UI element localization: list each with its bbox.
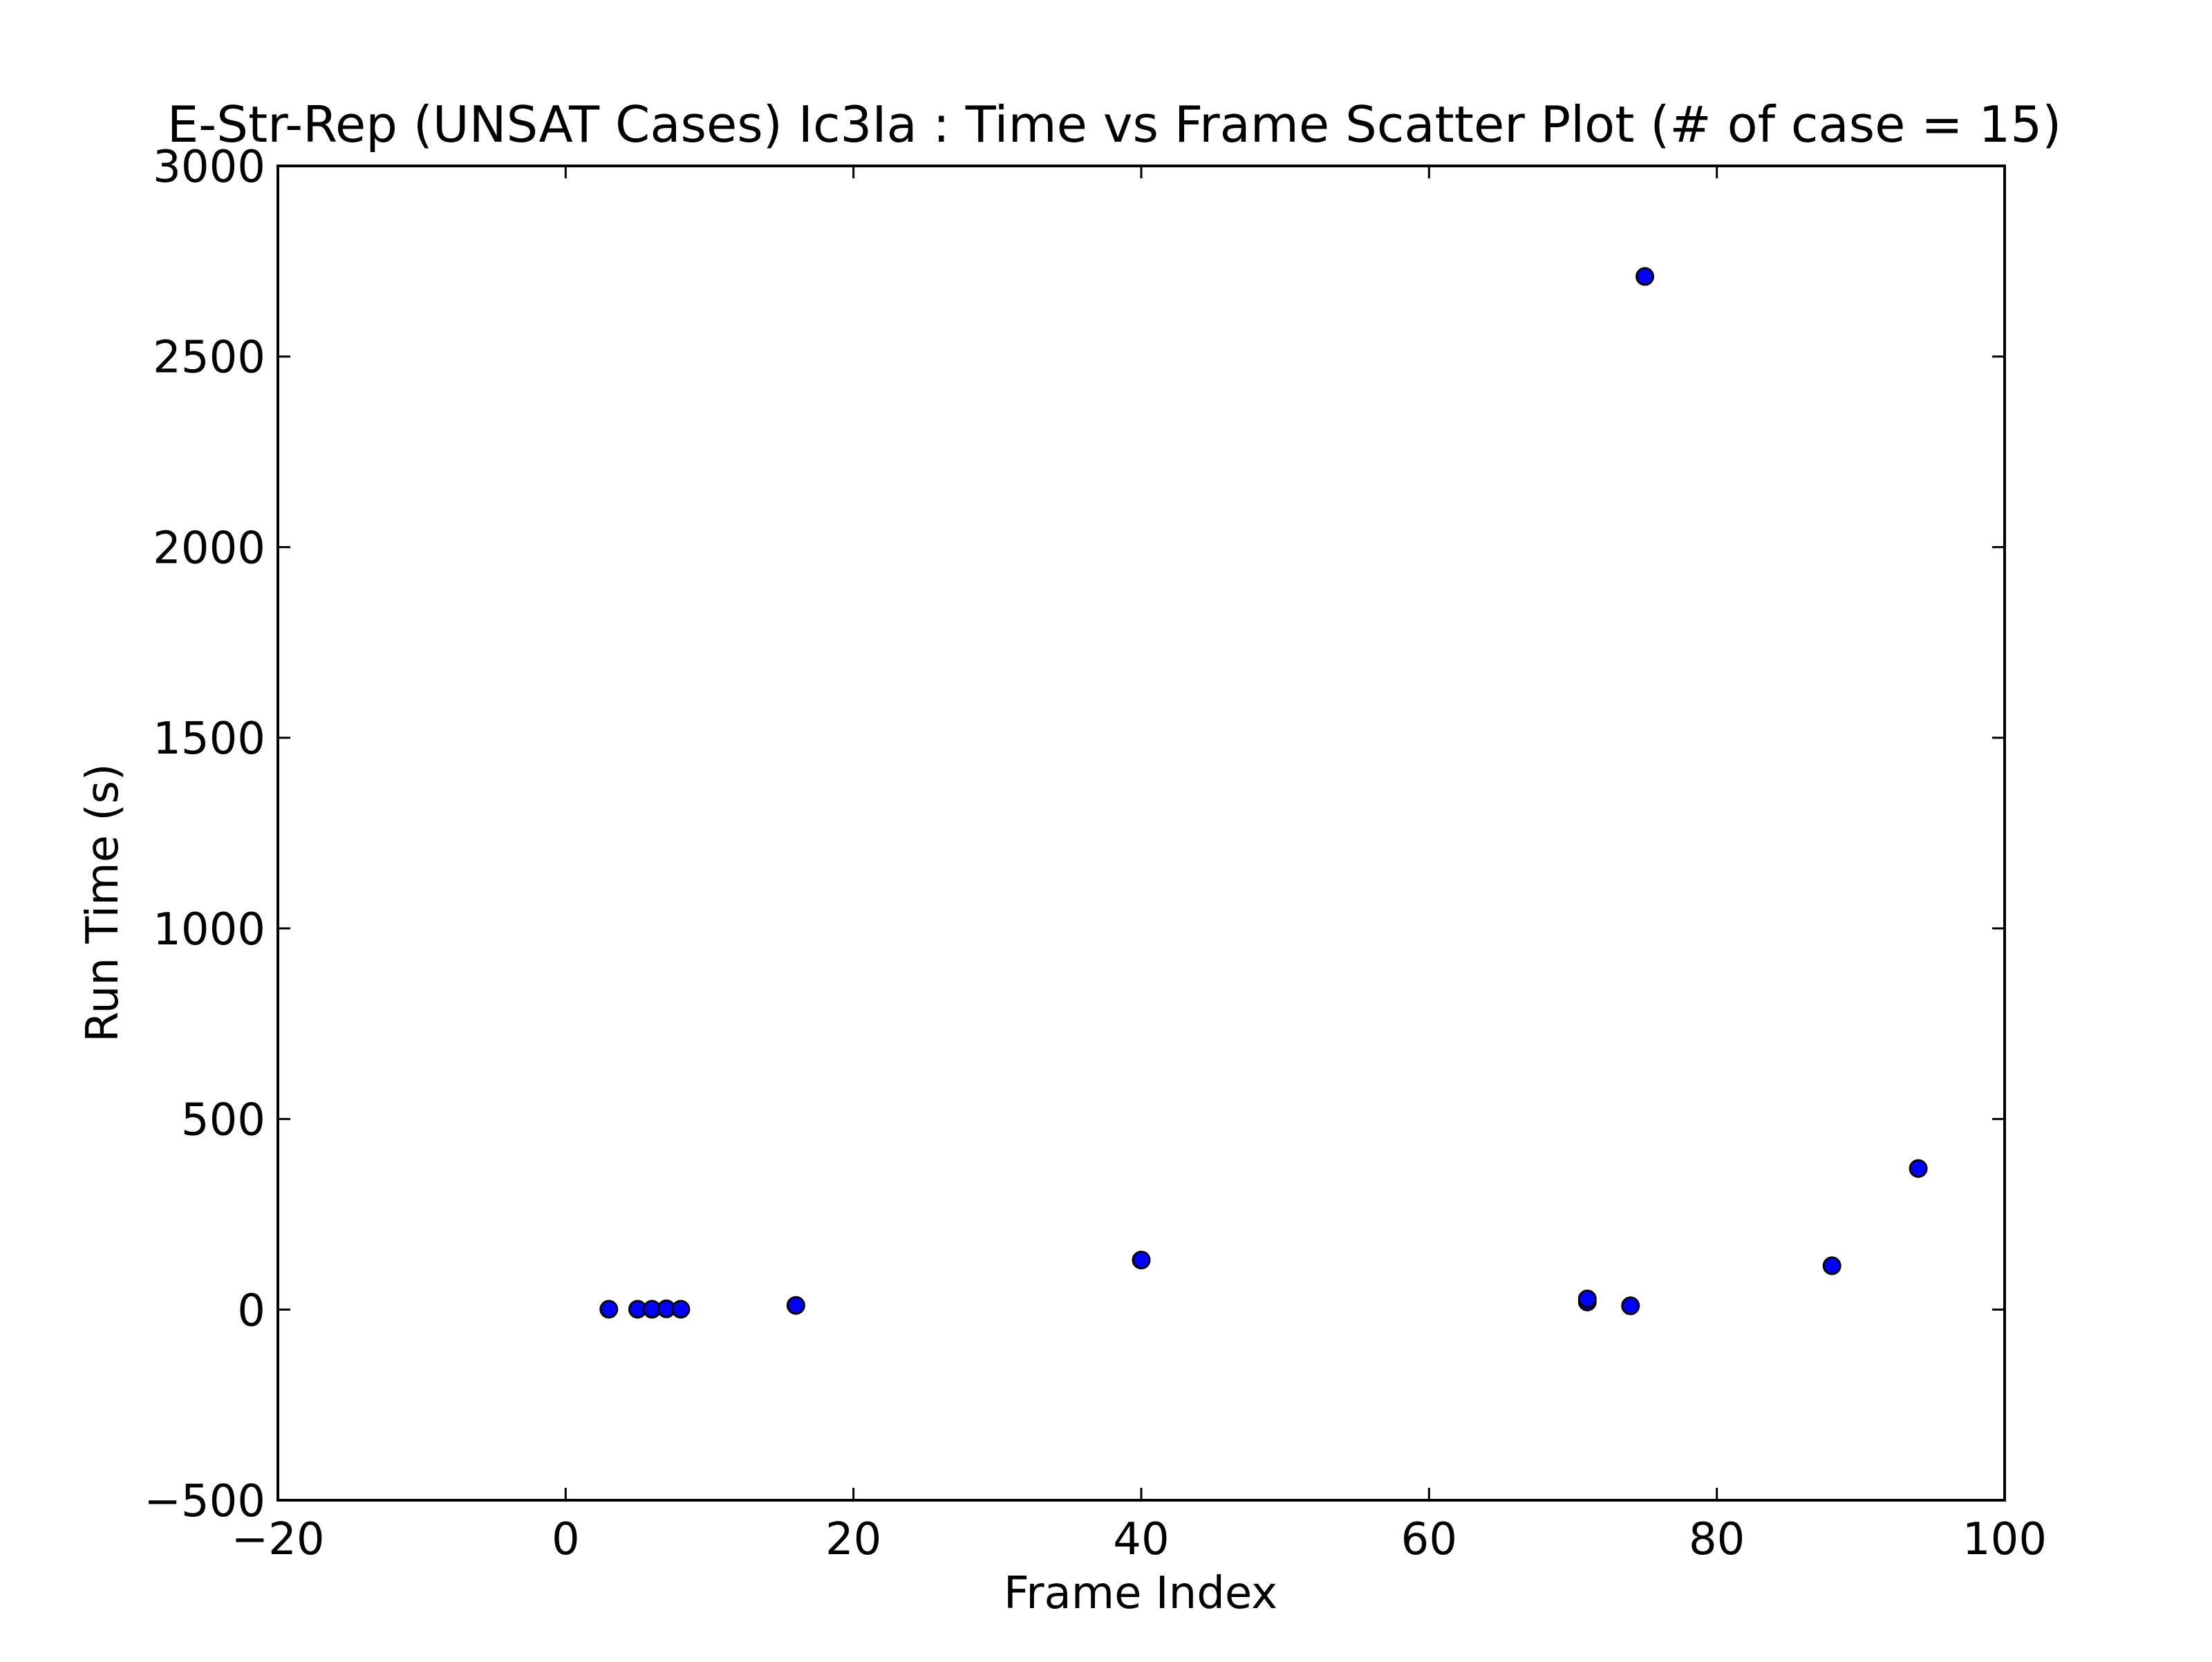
data-point <box>1132 1251 1151 1270</box>
y-tick-label: 2000 <box>153 523 265 574</box>
x-tick-label: 40 <box>1113 1514 1169 1565</box>
y-tick-label: 3000 <box>153 142 265 193</box>
data-points <box>599 267 1928 1319</box>
chart-title: E-Str-Rep (UNSAT Cases) Ic3Ia : Time vs … <box>167 95 2061 153</box>
x-tick-label: −20 <box>231 1514 324 1565</box>
data-point <box>1577 1289 1597 1309</box>
y-axis-label: Run Time (s) <box>77 763 129 1042</box>
x-tick-label: 100 <box>1962 1514 2047 1565</box>
y-tick-label: 500 <box>181 1095 265 1146</box>
data-point <box>1909 1159 1928 1178</box>
y-tick-label: 1500 <box>153 713 265 765</box>
x-tick-label: 60 <box>1401 1514 1457 1565</box>
x-tick-label: 0 <box>552 1514 580 1565</box>
data-point <box>599 1300 619 1319</box>
data-point <box>1822 1256 1841 1276</box>
data-point <box>1635 267 1655 286</box>
y-tick-label: 0 <box>237 1285 265 1336</box>
x-tick-label: 80 <box>1689 1514 1745 1565</box>
y-tick-label: 1000 <box>153 904 265 955</box>
x-tick-label: 20 <box>825 1514 881 1565</box>
data-point <box>671 1300 691 1319</box>
data-point <box>1621 1296 1640 1316</box>
y-tick-label: −500 <box>144 1476 265 1527</box>
axis-ticks: −20 0 20 40 60 80 100 −500 0 500 1000 1500 2000 2500 3… <box>144 142 2047 1565</box>
y-tick-label: 2500 <box>153 333 265 384</box>
data-point <box>786 1296 805 1315</box>
x-axis-label: Frame Index <box>1004 1568 1277 1619</box>
plot-frame <box>276 165 2006 1502</box>
